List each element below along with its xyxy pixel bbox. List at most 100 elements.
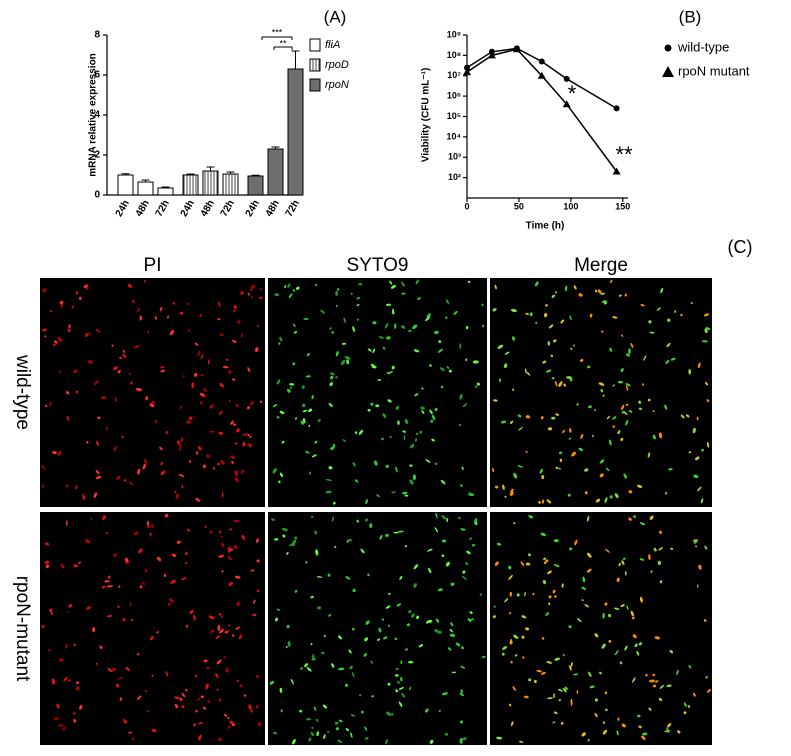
cell — [513, 634, 519, 639]
cell — [256, 559, 260, 563]
cell — [277, 608, 280, 611]
cell — [187, 328, 191, 332]
cell — [349, 665, 353, 670]
cell — [586, 515, 590, 522]
cell — [382, 346, 386, 350]
cell — [697, 486, 702, 492]
cell — [652, 684, 657, 688]
cell — [227, 556, 232, 561]
cell — [315, 283, 318, 287]
x-tick-label: 72h — [219, 198, 237, 218]
cell — [525, 627, 530, 631]
error-bar — [141, 179, 150, 182]
cell — [695, 545, 698, 548]
cell — [624, 645, 628, 651]
cell — [222, 366, 229, 369]
cell — [292, 362, 296, 366]
cell — [218, 530, 221, 534]
cell — [624, 293, 628, 297]
marker — [613, 105, 620, 112]
cell — [228, 399, 231, 402]
cell — [193, 416, 196, 419]
cell — [328, 402, 333, 407]
cell — [236, 601, 240, 607]
cell — [45, 542, 50, 546]
cell — [308, 424, 311, 427]
cell — [534, 281, 539, 287]
legend-swatch — [309, 78, 321, 92]
cell — [79, 704, 83, 710]
cell — [370, 402, 374, 406]
cell — [512, 686, 516, 691]
error-bar — [251, 174, 260, 176]
cell — [438, 340, 442, 343]
cell — [379, 534, 383, 540]
cell — [67, 679, 71, 682]
annotation: ** — [279, 38, 287, 48]
legend-marker — [662, 66, 674, 77]
cell — [521, 615, 527, 619]
cell — [524, 368, 527, 374]
cell — [160, 369, 165, 373]
cell — [705, 676, 708, 679]
cell — [581, 732, 586, 737]
cell — [216, 688, 219, 691]
cell — [481, 303, 484, 307]
cell — [216, 659, 222, 665]
cell — [229, 720, 234, 724]
cell — [225, 358, 229, 361]
micrograph — [40, 512, 265, 745]
cell — [256, 589, 260, 593]
cell — [390, 284, 396, 289]
cell — [604, 497, 608, 503]
y-tick-label: 2 — [94, 150, 100, 161]
cell — [329, 327, 332, 330]
cell — [448, 369, 452, 373]
cell — [578, 293, 583, 297]
cell — [562, 687, 567, 693]
cell — [652, 434, 656, 440]
x-tick-label: 24h — [179, 198, 197, 218]
legend-label: rpoN — [325, 79, 349, 91]
cell — [202, 464, 206, 469]
bar — [247, 175, 264, 196]
cell — [538, 501, 541, 504]
cell — [365, 499, 368, 504]
cell — [59, 658, 64, 662]
cell — [316, 731, 319, 737]
cell — [612, 384, 615, 387]
cell — [459, 343, 462, 350]
cell — [247, 406, 250, 410]
cell — [594, 698, 598, 702]
cell — [521, 635, 525, 639]
cell — [608, 613, 611, 618]
cell — [529, 312, 533, 317]
cell — [41, 484, 45, 488]
cell — [387, 371, 394, 375]
cell — [220, 535, 223, 538]
cell — [289, 386, 293, 389]
bar — [137, 181, 154, 196]
cell — [208, 615, 215, 620]
cell — [329, 372, 335, 376]
cell — [149, 403, 155, 408]
cell — [278, 480, 281, 484]
cell — [133, 345, 140, 349]
cell — [648, 707, 652, 711]
cell — [347, 539, 353, 542]
cell — [217, 318, 221, 321]
cell — [690, 302, 693, 305]
cell — [612, 316, 618, 319]
cell — [481, 655, 486, 658]
cell — [218, 613, 222, 616]
cell — [105, 427, 108, 430]
cell — [408, 610, 412, 614]
cell — [115, 683, 120, 688]
cell — [434, 629, 439, 633]
cell — [418, 644, 424, 648]
cell — [310, 643, 313, 646]
cell — [96, 328, 100, 333]
cell — [401, 292, 406, 295]
cell — [401, 692, 405, 698]
cell — [437, 588, 443, 592]
